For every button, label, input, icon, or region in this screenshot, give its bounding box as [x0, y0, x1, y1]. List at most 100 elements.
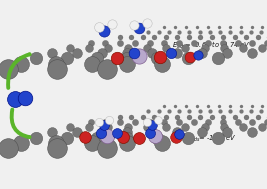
Point: [137, 27, 141, 30]
Point: [164, 46, 168, 49]
Point: [227, 105, 232, 108]
Point: [147, 41, 152, 44]
Point: [218, 30, 222, 33]
Point: [233, 115, 237, 118]
Point: [83, 136, 88, 139]
Point: [75, 52, 79, 55]
Point: [125, 52, 129, 55]
Point: [195, 105, 199, 108]
Point: [175, 36, 179, 39]
Point: [150, 131, 154, 134]
Point: [102, 30, 106, 33]
Point: [110, 22, 114, 25]
Point: [175, 52, 179, 55]
Point: [105, 67, 109, 70]
FancyArrowPatch shape: [12, 109, 29, 137]
Point: [125, 131, 129, 134]
Point: [175, 131, 179, 134]
Point: [100, 131, 104, 134]
Point: [102, 123, 106, 126]
Point: [221, 41, 225, 44]
Point: [133, 41, 137, 44]
Point: [125, 126, 130, 129]
Point: [95, 57, 99, 60]
Point: [125, 142, 129, 145]
Point: [87, 126, 91, 129]
Point: [256, 115, 260, 118]
Point: [260, 25, 265, 28]
Point: [183, 126, 187, 129]
Point: [187, 30, 191, 33]
Point: [259, 110, 263, 113]
Point: [13, 97, 17, 100]
Point: [187, 110, 191, 113]
Point: [125, 46, 130, 49]
Point: [121, 136, 125, 139]
Point: [260, 126, 264, 129]
Point: [162, 120, 166, 123]
Point: [137, 136, 141, 139]
Point: [259, 30, 263, 33]
Point: [150, 123, 154, 126]
Point: [210, 36, 214, 39]
Point: [202, 126, 207, 129]
Point: [160, 142, 164, 145]
Point: [250, 41, 254, 44]
Point: [147, 132, 152, 135]
Point: [210, 115, 214, 118]
Point: [89, 142, 94, 145]
Point: [198, 30, 202, 33]
Point: [140, 115, 145, 118]
Point: [206, 41, 210, 44]
Point: [97, 120, 101, 123]
Point: [173, 105, 177, 108]
Point: [131, 23, 136, 26]
Point: [89, 62, 94, 65]
Point: [184, 25, 188, 28]
Point: [147, 120, 152, 123]
Point: [152, 115, 156, 118]
Point: [19, 142, 23, 145]
Point: [184, 105, 188, 108]
Point: [177, 110, 181, 113]
Point: [99, 131, 104, 134]
Point: [125, 136, 129, 139]
Point: [75, 131, 79, 134]
Point: [177, 30, 181, 33]
Point: [129, 115, 133, 118]
Point: [222, 46, 226, 49]
Point: [145, 46, 149, 49]
Point: [164, 126, 168, 129]
Point: [152, 36, 156, 39]
Point: [217, 105, 221, 108]
Point: [238, 105, 243, 108]
Point: [265, 41, 267, 44]
Point: [156, 110, 161, 113]
Point: [117, 36, 122, 39]
Point: [64, 57, 69, 60]
Point: [167, 30, 171, 33]
Point: [206, 120, 210, 123]
Point: [68, 126, 72, 129]
Point: [105, 147, 109, 150]
Point: [186, 57, 190, 60]
Point: [158, 56, 162, 59]
Point: [145, 126, 149, 129]
Point: [177, 133, 181, 136]
Point: [167, 110, 171, 113]
Point: [198, 36, 202, 39]
Point: [256, 36, 260, 39]
Point: [244, 115, 248, 118]
Point: [195, 53, 200, 56]
Point: [221, 115, 225, 118]
Point: [95, 136, 99, 139]
Point: [235, 41, 240, 44]
Point: [200, 52, 204, 55]
Point: [195, 25, 199, 28]
Point: [241, 126, 245, 129]
Point: [169, 52, 173, 55]
Point: [186, 136, 190, 139]
Point: [34, 57, 38, 60]
Point: [19, 62, 23, 65]
FancyArrowPatch shape: [8, 54, 30, 88]
